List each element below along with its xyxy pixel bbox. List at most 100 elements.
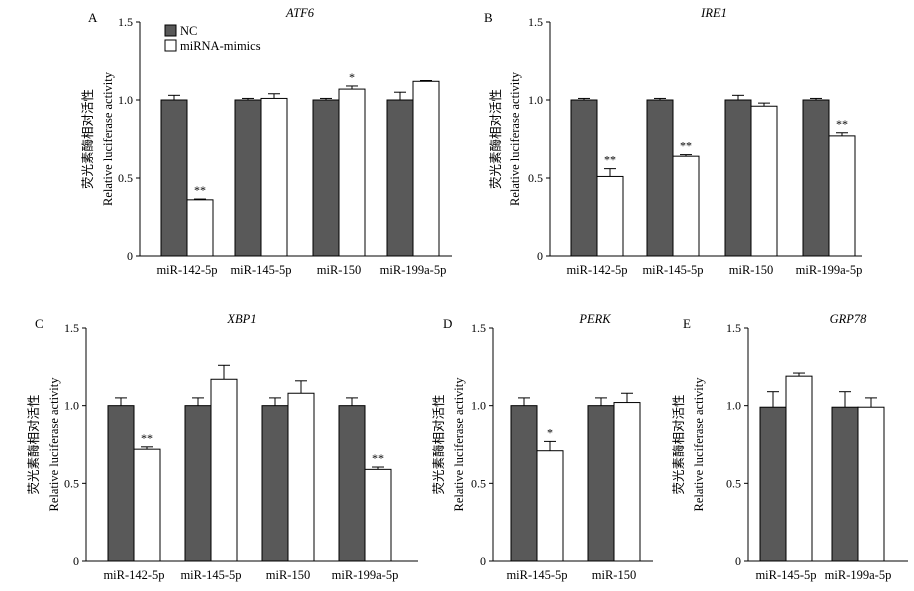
chart-panel-c: 0 0.5 1.0 1.5 C XBP1 荧光素酶相对活性 Relative lucifera… [26,312,418,582]
bar-nc [160,99,188,257]
x-tick-label: miR-199a-5p [332,568,399,582]
y-tick-label: 0.5 [726,476,741,490]
legend: NC miRNA-mimics [164,24,261,53]
y-axis-label-cn: 荧光素酶相对活性 [431,394,446,494]
chart-panel-b: 0 0.5 1.0 1.5 B IRE1 荧光素酶相对活性 Relative lucifera… [484,6,862,277]
bar-mimics [210,378,238,562]
legend-swatch-mimics [164,39,177,52]
bar-mimics [828,135,856,257]
bar-mimics [857,406,885,562]
bar-mimics [412,80,440,257]
y-axis-label: Relative luciferase activity [47,377,61,512]
y-tick-label: 0 [537,249,543,263]
y-tick-label: 0.5 [118,171,133,185]
y-axis-label-cn: 荧光素酶相对活性 [26,394,41,494]
bar-mimics [260,97,288,257]
x-tick-label: miR-150 [317,263,361,277]
x-tick-label: miR-150 [729,263,773,277]
y-axis-label: Relative luciferase activity [452,377,466,512]
y-axis-label: Relative luciferase activity [508,71,522,206]
significance-marker: ** [604,153,616,167]
panel-letter: C [35,316,44,331]
x-tick-label: miR-145-5p [642,263,703,277]
bar-nc [184,405,212,562]
x-tick-label: miR-199a-5p [380,263,447,277]
x-tick-label: miR-199a-5p [796,263,863,277]
y-tick-label: 0 [127,249,133,263]
y-tick-label: 1.5 [528,15,543,29]
y-tick-label: 1.5 [118,15,133,29]
bar-nc [570,99,598,257]
y-tick-label: 0 [480,554,486,568]
y-tick-label: 1.0 [118,93,133,107]
bar-mimics [596,175,624,257]
x-tick-label: miR-150 [266,568,310,582]
bar-mimics [133,448,161,562]
legend-label-nc: NC [180,24,197,38]
bar-nc [107,405,135,562]
x-tick-label: miR-150 [592,568,636,582]
bar-nc [831,406,859,562]
panel-letter: B [484,10,493,25]
x-tick-label: miR-145-5p [755,568,816,582]
bar-nc [312,99,340,257]
bar-mimics [672,155,700,257]
legend-label-mimics: miRNA-mimics [180,39,261,53]
bar-nc [386,99,414,257]
bar-nc [802,99,830,257]
bar-nc [261,405,289,562]
bar-mimics [750,105,778,257]
panel-title: XBP1 [226,312,256,326]
y-tick-label: 0 [73,554,79,568]
x-tick-label: miR-145-5p [230,263,291,277]
bar-nc [724,99,752,257]
significance-marker: ** [680,139,692,153]
significance-marker: * [349,70,355,84]
bar-mimics [536,450,564,562]
y-tick-label: 1.0 [528,93,543,107]
panel-letter: A [88,10,98,25]
x-tick-label: miR-145-5p [180,568,241,582]
y-tick-label: 1.0 [471,399,486,413]
bar-nc [646,99,674,257]
bar-mimics [785,375,813,562]
significance-marker: ** [194,183,206,197]
y-tick-label: 0.5 [64,476,79,490]
y-tick-label: 1.5 [726,321,741,335]
y-tick-label: 0.5 [528,171,543,185]
y-axis-label-cn: 荧光素酶相对活性 [80,89,95,189]
chart-panel-d: 0 0.5 1.0 1.5 D PERK 荧光素酶相对活性 Relative lucifera… [431,312,653,582]
significance-marker: ** [836,117,848,131]
y-axis-label-cn: 荧光素酶相对活性 [488,89,503,189]
y-tick-label: 1.5 [471,321,486,335]
bar-nc [510,405,538,562]
chart-panel-e: 0 0.5 1.0 1.5 E GRP78 荧光素酶相对活性 Relative lucifer… [671,312,908,582]
bar-mimics [287,392,315,562]
bar-mimics [186,199,214,257]
bar-mimics [613,402,641,562]
legend-swatch-nc [164,24,177,37]
x-tick-label: miR-145-5p [506,568,567,582]
significance-marker: ** [141,431,153,445]
x-tick-label: miR-199a-5p [825,568,892,582]
significance-marker: ** [372,451,384,465]
y-axis-label-cn: 荧光素酶相对活性 [671,394,686,494]
y-tick-label: 1.0 [64,399,79,413]
panel-letter: E [683,316,691,331]
x-tick-label: miR-142-5p [156,263,217,277]
x-tick-label: miR-142-5p [566,263,627,277]
panel-title: IRE1 [700,6,727,20]
bar-mimics [364,468,392,562]
bar-nc [338,405,366,562]
panel-title: PERK [578,312,611,326]
y-tick-label: 1.5 [64,321,79,335]
panel-title: GRP78 [830,312,868,326]
y-tick-label: 1.0 [726,399,741,413]
bar-nc [759,406,787,562]
y-tick-label: 0.5 [471,476,486,490]
significance-marker: * [547,425,553,439]
y-axis-label: Relative luciferase activity [692,377,706,512]
bar-mimics [338,88,366,257]
bar-nc [587,405,615,562]
